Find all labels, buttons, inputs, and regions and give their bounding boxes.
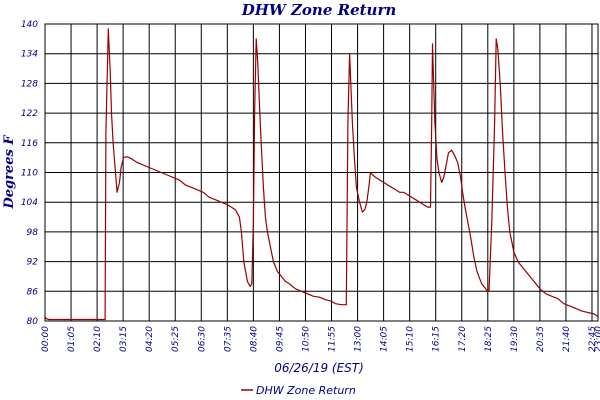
- x-tick-label: 18:25: [484, 326, 494, 352]
- x-tick-label: 22:45: [588, 326, 598, 352]
- x-tick-label: 15:10: [406, 326, 416, 352]
- x-axis-label: 06/26/19 (EST): [274, 361, 364, 375]
- y-tick-label: 140: [21, 20, 38, 30]
- y-tick-label: 134: [21, 50, 38, 60]
- legend-label: DHW Zone Return: [256, 384, 356, 397]
- y-tick-label: 122: [21, 109, 38, 119]
- y-tick-label: 104: [21, 198, 38, 208]
- y-tick-label: 80: [27, 317, 39, 327]
- x-tick-label: 14:05: [380, 326, 390, 352]
- x-tick-label: 08:40: [249, 326, 259, 352]
- x-tick-label: 10:50: [301, 326, 311, 352]
- x-tick-label: 02:10: [93, 326, 103, 352]
- x-tick-label: 09:45: [275, 326, 285, 352]
- x-tick-label: 07:35: [223, 326, 233, 352]
- x-tick-label: 13:00: [354, 326, 364, 352]
- x-tick-label: 21:40: [562, 326, 572, 352]
- x-tick-label: 00:00: [41, 326, 51, 352]
- x-tick-label: 03:15: [119, 326, 129, 352]
- y-axis-ticks: 80 86 92 98 104 110 116 122 128 134 140: [21, 20, 38, 327]
- y-tick-label: 128: [21, 79, 38, 89]
- y-tick-label: 92: [27, 258, 39, 268]
- x-tick-label: 16:15: [432, 326, 442, 352]
- x-axis-ticks: 00:00 01:05 02:10 03:15 04:20 05:25 06:30 07:35…: [41, 326, 600, 352]
- y-tick-label: 116: [21, 139, 38, 149]
- y-tick-label: 86: [27, 287, 39, 297]
- x-tick-label: 04:20: [145, 326, 155, 352]
- chart-title: DHW Zone Return: [241, 1, 397, 19]
- x-tick-label: 19:30: [510, 326, 520, 352]
- grid-lines: [44, 23, 599, 322]
- x-tick-label: 20:35: [536, 326, 546, 352]
- x-tick-label: 05:25: [171, 326, 181, 352]
- series-line: [44, 28, 599, 321]
- x-tick-label: 17:20: [458, 326, 468, 352]
- y-axis-label: Degrees F: [2, 135, 17, 210]
- x-tick-label: 06:30: [197, 326, 207, 352]
- x-tick-label: 23:00: [594, 326, 600, 352]
- x-tick-label: 01:05: [67, 326, 77, 352]
- y-tick-label: 98: [27, 228, 39, 238]
- legend: DHW Zone Return: [241, 384, 356, 397]
- y-tick-label: 110: [21, 169, 38, 179]
- x-tick-label: 11:55: [328, 326, 338, 352]
- series-layer: [44, 28, 599, 321]
